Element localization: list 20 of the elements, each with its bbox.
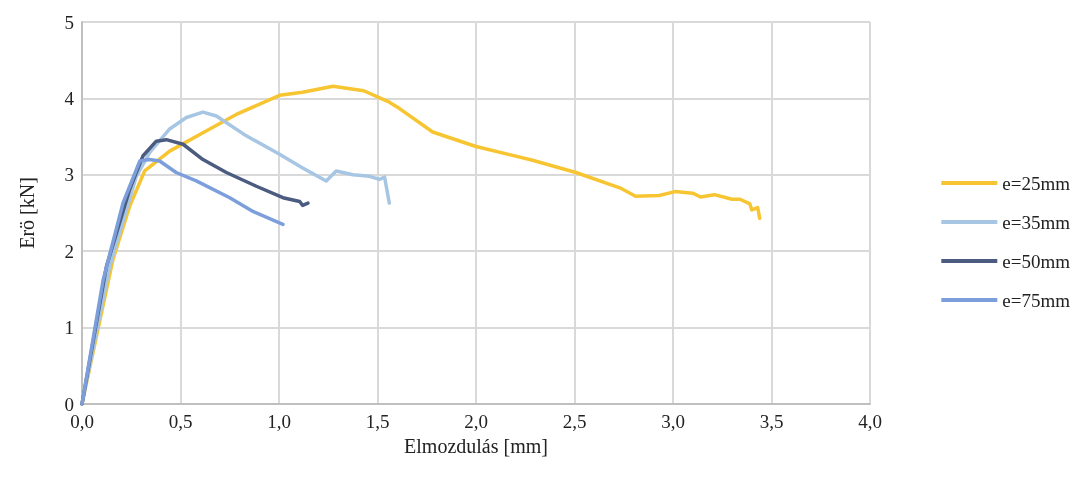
line-series: [80, 157, 285, 406]
x-tick-label: 4,0: [858, 411, 882, 432]
legend-label: e=75mm: [1002, 289, 1071, 311]
x-tick-label: 2,0: [464, 411, 488, 432]
y-tick-label: 3: [64, 164, 74, 186]
x-tick-label: 1,0: [267, 411, 291, 432]
y-tick-label: 1: [64, 317, 74, 339]
y-axis-title: Erö [kN]: [16, 177, 38, 249]
legend-label: e=25mm: [1002, 172, 1071, 194]
legend-label: e=35mm: [1002, 211, 1071, 233]
x-tick-label: 2,5: [562, 411, 587, 432]
y-tick-label: 2: [64, 240, 74, 262]
x-tick-label: 3,0: [661, 411, 685, 432]
x-tick-label: 0,5: [168, 411, 193, 432]
x-tick-label: 3,5: [759, 411, 784, 432]
y-tick-label: 5: [64, 11, 74, 33]
x-axis-title: Elmozdulás [mm]: [404, 434, 548, 457]
legend-label: e=50mm: [1002, 250, 1071, 272]
y-tick-label: 4: [64, 87, 75, 109]
x-tick-label: 1,5: [365, 411, 390, 432]
